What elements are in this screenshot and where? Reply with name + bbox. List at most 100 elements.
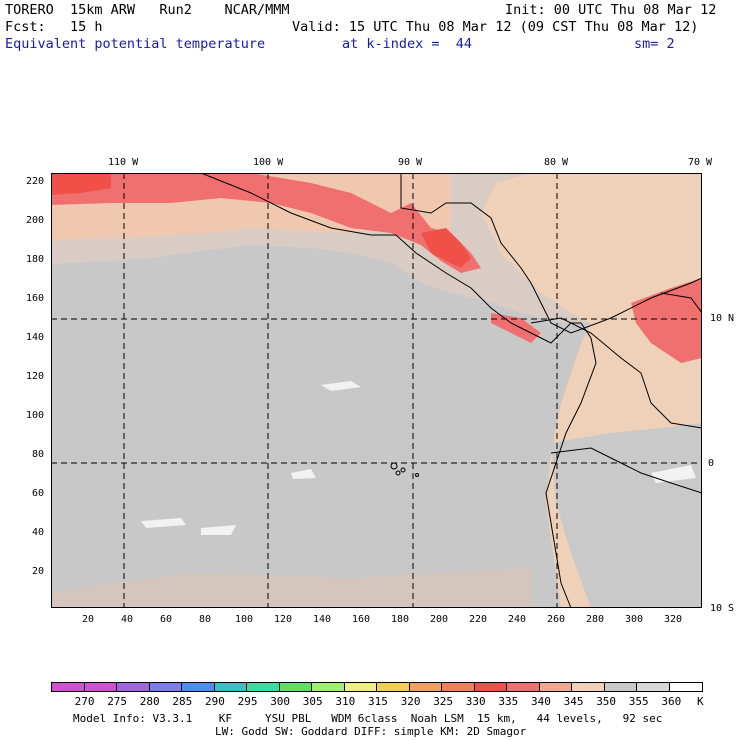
init-time: Init: 00 UTC Thu 08 Mar 12 bbox=[505, 2, 717, 18]
smoothing: sm= 2 bbox=[634, 36, 675, 52]
colorbar bbox=[51, 682, 703, 692]
cool-spot bbox=[201, 525, 236, 535]
colorbar-label: 295 bbox=[237, 695, 258, 708]
colorbar-label: 335 bbox=[498, 695, 519, 708]
y-tick: 160 bbox=[26, 293, 45, 304]
level-index: at k-index = 44 bbox=[342, 36, 473, 52]
y-tick: 40 bbox=[32, 527, 45, 538]
colorbar-label: 290 bbox=[205, 695, 225, 708]
x-tick: 300 bbox=[625, 614, 644, 625]
colorbar-label: 350 bbox=[596, 695, 617, 708]
lon-label-100w: 100 W bbox=[253, 157, 284, 168]
colorbar-swatch bbox=[409, 683, 442, 691]
colorbar-swatch bbox=[279, 683, 312, 691]
warm-region-coastal bbox=[51, 173, 481, 273]
model-info: Model Info: V3.3.1 KF YSU PBL WDM 6class… bbox=[73, 712, 663, 725]
lon-label-70w: 70 W bbox=[688, 157, 713, 168]
x-tick: 180 bbox=[391, 614, 410, 625]
x-tick: 320 bbox=[664, 614, 683, 625]
border-line bbox=[550, 447, 702, 494]
forecast-hour: Fcst: 15 h bbox=[5, 19, 103, 35]
colorbar-swatch bbox=[182, 683, 215, 691]
colorbar-label: 315 bbox=[368, 695, 388, 708]
lon-label-80w: 80 W bbox=[544, 157, 569, 168]
y-tick: 180 bbox=[26, 254, 45, 265]
colorbar-swatch bbox=[669, 683, 702, 691]
y-tick: 100 bbox=[26, 410, 45, 421]
coastline-caribbean bbox=[400, 173, 702, 334]
colorbar-swatch bbox=[539, 683, 572, 691]
theta-e-map bbox=[51, 173, 702, 608]
colorbar-unit: K bbox=[697, 695, 704, 708]
coastline-pacific bbox=[200, 173, 597, 608]
y-tick: 80 bbox=[32, 449, 45, 460]
border-line bbox=[530, 317, 702, 429]
colorbar-label: 305 bbox=[302, 695, 323, 708]
lat-label-10s: 10 S bbox=[710, 603, 735, 614]
south-warm-band bbox=[51, 568, 531, 608]
y-tick: 120 bbox=[26, 371, 45, 382]
colorbar-swatch bbox=[604, 683, 637, 691]
x-tick: 200 bbox=[430, 614, 449, 625]
border-line bbox=[660, 292, 702, 314]
colorbar-label: 280 bbox=[139, 695, 160, 708]
x-tick: 260 bbox=[547, 614, 566, 625]
valid-time: Valid: 15 UTC Thu 08 Mar 12 (09 CST Thu … bbox=[292, 19, 699, 35]
colorbar-label: 355 bbox=[628, 695, 649, 708]
field-name: Equivalent potential temperature bbox=[5, 36, 266, 52]
colorbar-swatch bbox=[442, 683, 475, 691]
colorbar-swatch bbox=[507, 683, 540, 691]
x-tick: 220 bbox=[469, 614, 488, 625]
y-tick: 140 bbox=[26, 332, 45, 343]
x-tick: 280 bbox=[586, 614, 605, 625]
hot-spot-nw bbox=[51, 173, 111, 195]
colorbar-label: 345 bbox=[563, 695, 584, 708]
colorbar-swatch bbox=[344, 683, 377, 691]
x-tick: 20 bbox=[82, 614, 95, 625]
x-tick: 80 bbox=[199, 614, 212, 625]
hot-spot-guatemala bbox=[421, 228, 471, 268]
colorbar-label: 320 bbox=[400, 695, 421, 708]
x-tick: 40 bbox=[121, 614, 134, 625]
lat-label-10n: 10 N bbox=[710, 313, 735, 324]
y-tick: 60 bbox=[32, 488, 45, 499]
y-tick: 20 bbox=[32, 566, 45, 577]
colorbar-swatch bbox=[572, 683, 605, 691]
cool-spot bbox=[141, 518, 186, 528]
colorbar-swatch bbox=[312, 683, 345, 691]
y-tick: 220 bbox=[26, 176, 45, 187]
colorbar-swatch bbox=[214, 683, 247, 691]
run-title: TORERO 15km ARW Run2 NCAR/MMM bbox=[5, 2, 290, 18]
colorbar-swatch bbox=[637, 683, 670, 691]
colorbar-label: 285 bbox=[172, 695, 193, 708]
colorbar-label: 300 bbox=[270, 695, 291, 708]
warm-region-costa-rica bbox=[491, 313, 541, 343]
cool-spot bbox=[291, 469, 316, 479]
map-frame bbox=[51, 173, 702, 608]
colorbar-label: 330 bbox=[465, 695, 486, 708]
colorbar-swatch bbox=[84, 683, 117, 691]
x-tick: 120 bbox=[274, 614, 293, 625]
colorbar-swatch bbox=[117, 683, 150, 691]
y-tick: 200 bbox=[26, 215, 45, 226]
x-tick: 100 bbox=[235, 614, 254, 625]
physics-info: LW: Godd SW: Goddard DIFF: simple KM: 2D… bbox=[215, 725, 527, 738]
colorbar-label: 340 bbox=[531, 695, 551, 708]
lon-label-110w: 110 W bbox=[108, 157, 139, 168]
colorbar-label: 325 bbox=[433, 695, 454, 708]
cool-spot bbox=[651, 465, 696, 483]
colorbar-label: 275 bbox=[107, 695, 128, 708]
x-tick: 240 bbox=[508, 614, 527, 625]
colorbar-swatch bbox=[474, 683, 507, 691]
x-tick: 60 bbox=[160, 614, 173, 625]
x-tick: 160 bbox=[352, 614, 371, 625]
cool-spot bbox=[321, 381, 361, 391]
x-tick: 140 bbox=[313, 614, 332, 625]
colorbar-swatch bbox=[52, 683, 85, 691]
colorbar-swatch bbox=[377, 683, 410, 691]
colorbar-label: 270 bbox=[74, 695, 95, 708]
lon-label-90w: 90 W bbox=[398, 157, 423, 168]
land-gray-region bbox=[551, 423, 702, 608]
lat-label-0: 0 bbox=[708, 458, 715, 469]
colorbar-label: 360 bbox=[661, 695, 682, 708]
